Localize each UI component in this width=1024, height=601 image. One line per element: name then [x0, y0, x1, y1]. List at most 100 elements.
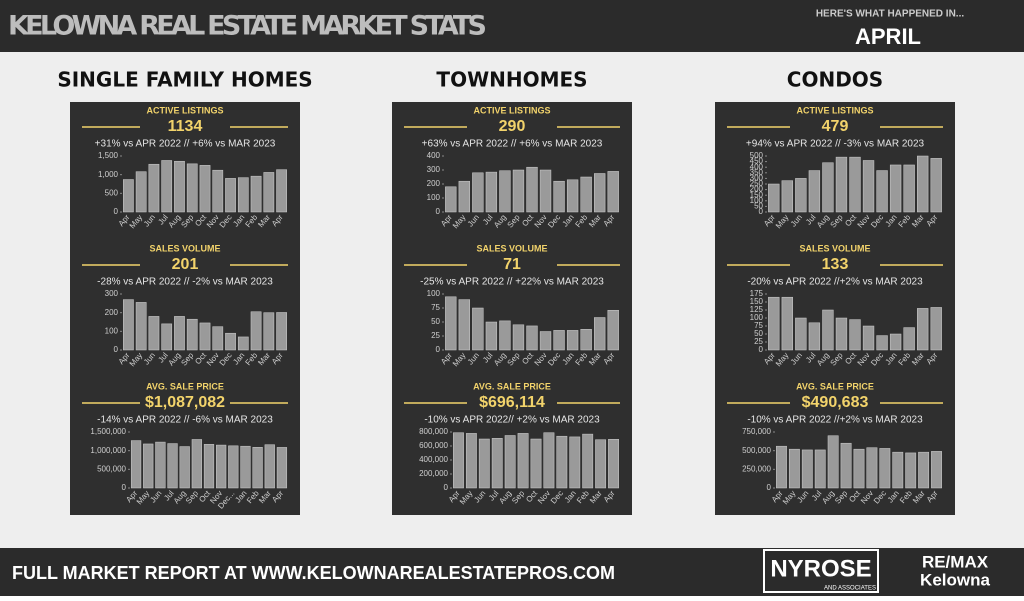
y-tick-label: 500,000 — [742, 446, 771, 455]
bar — [580, 176, 592, 213]
bar — [276, 169, 287, 213]
bar — [594, 173, 606, 213]
bar — [135, 302, 147, 351]
y-tick-label: 75 — [754, 321, 763, 330]
y-tick-label: 500,000 — [97, 464, 126, 473]
bar — [930, 158, 942, 213]
report-link[interactable]: FULL MARKET REPORT AT WWW.KELOWNAREALEST… — [12, 563, 615, 583]
bar — [276, 447, 288, 489]
bar — [512, 324, 525, 351]
y-tick-label: 250,000 — [742, 464, 771, 473]
bar — [263, 312, 275, 351]
subtitle: -25% vs APR 2022 // +22% vs MAR 2023 — [420, 277, 604, 288]
bar — [203, 444, 215, 489]
bar — [123, 299, 134, 351]
bar — [199, 165, 211, 213]
headline: 479 — [822, 118, 849, 135]
remax: RE/MAX — [922, 552, 989, 571]
y-tick-label: 0 — [114, 207, 119, 216]
y-tick-label: 50 — [754, 202, 763, 211]
y-tick-label: 400,000 — [419, 455, 448, 464]
brand-sub: AND ASSOCIATES — [824, 586, 876, 592]
bar — [143, 443, 154, 489]
bar — [781, 180, 793, 213]
bar — [556, 435, 568, 489]
y-tick-label: 0 — [436, 345, 441, 354]
headline: 71 — [503, 256, 521, 273]
chart-title: SALES VOLUME — [799, 243, 870, 253]
y-tick-label: 500 — [750, 151, 764, 160]
bar — [465, 433, 477, 489]
bar — [250, 175, 262, 213]
bar — [607, 309, 619, 351]
bar — [553, 330, 565, 351]
bar — [808, 170, 821, 213]
bar — [445, 296, 457, 351]
bar — [237, 177, 249, 213]
bar — [866, 447, 878, 489]
bar — [917, 308, 929, 351]
bar — [179, 446, 190, 489]
y-tick-label: 350 — [750, 168, 764, 177]
bar — [930, 307, 942, 351]
bar — [862, 325, 875, 351]
bar — [123, 179, 134, 213]
bar — [862, 160, 875, 213]
bar — [566, 330, 579, 351]
bar — [517, 433, 529, 489]
y-tick-label: 100 — [427, 289, 441, 298]
bar — [186, 163, 198, 213]
bar — [264, 444, 275, 489]
y-tick-label: 100 — [427, 193, 441, 202]
y-tick-label: 100 — [105, 326, 119, 335]
panel-title: CONDOS — [787, 68, 883, 92]
chart-title: AVG. SALE PRICE — [146, 381, 224, 391]
remax-city: Kelowna — [920, 570, 990, 589]
bar — [822, 309, 834, 351]
bar — [768, 296, 780, 351]
bar — [801, 449, 813, 489]
bar — [148, 316, 160, 351]
bar — [607, 171, 619, 213]
bar — [174, 160, 185, 213]
bar — [608, 439, 619, 489]
bar — [161, 160, 173, 213]
bar — [849, 156, 861, 213]
y-tick-label: 200 — [750, 185, 764, 194]
bar — [174, 316, 185, 351]
headline: 133 — [822, 256, 849, 273]
y-tick-label: 150 — [750, 297, 764, 306]
subtitle: +94% vs APR 2022 // -3% vs MAR 2023 — [746, 139, 925, 150]
y-tick-label: 750,000 — [742, 427, 771, 436]
y-tick-label: 0 — [436, 207, 441, 216]
bar — [526, 325, 538, 351]
bar — [148, 163, 160, 213]
bar — [458, 180, 470, 213]
page-title: KELOWNA REAL ESTATE MARKET STATS — [8, 11, 488, 42]
bar — [491, 438, 503, 489]
headline: $1,087,082 — [145, 394, 225, 411]
y-tick-label: 400 — [427, 151, 441, 160]
y-tick-label: 300 — [750, 174, 764, 183]
y-tick-label: 0 — [122, 483, 127, 492]
bar — [135, 171, 147, 213]
y-tick-label: 1,000 — [98, 170, 119, 179]
bar — [781, 296, 793, 351]
bar — [252, 447, 263, 489]
bar — [161, 323, 173, 351]
y-tick-label: 600,000 — [419, 441, 448, 450]
bar — [840, 442, 852, 489]
bar — [795, 317, 807, 351]
y-tick-label: 175 — [750, 289, 764, 298]
bar — [250, 311, 262, 351]
bar — [835, 317, 848, 351]
chart-title: AVG. SALE PRICE — [473, 381, 551, 391]
chart-title: ACTIVE LISTINGS — [796, 105, 873, 115]
y-tick-label: 250 — [750, 179, 764, 188]
bar — [512, 169, 525, 213]
bar — [903, 327, 915, 351]
bar — [539, 169, 552, 213]
headline: $696,114 — [479, 394, 545, 411]
bar — [212, 326, 224, 351]
y-tick-label: 500 — [105, 188, 119, 197]
